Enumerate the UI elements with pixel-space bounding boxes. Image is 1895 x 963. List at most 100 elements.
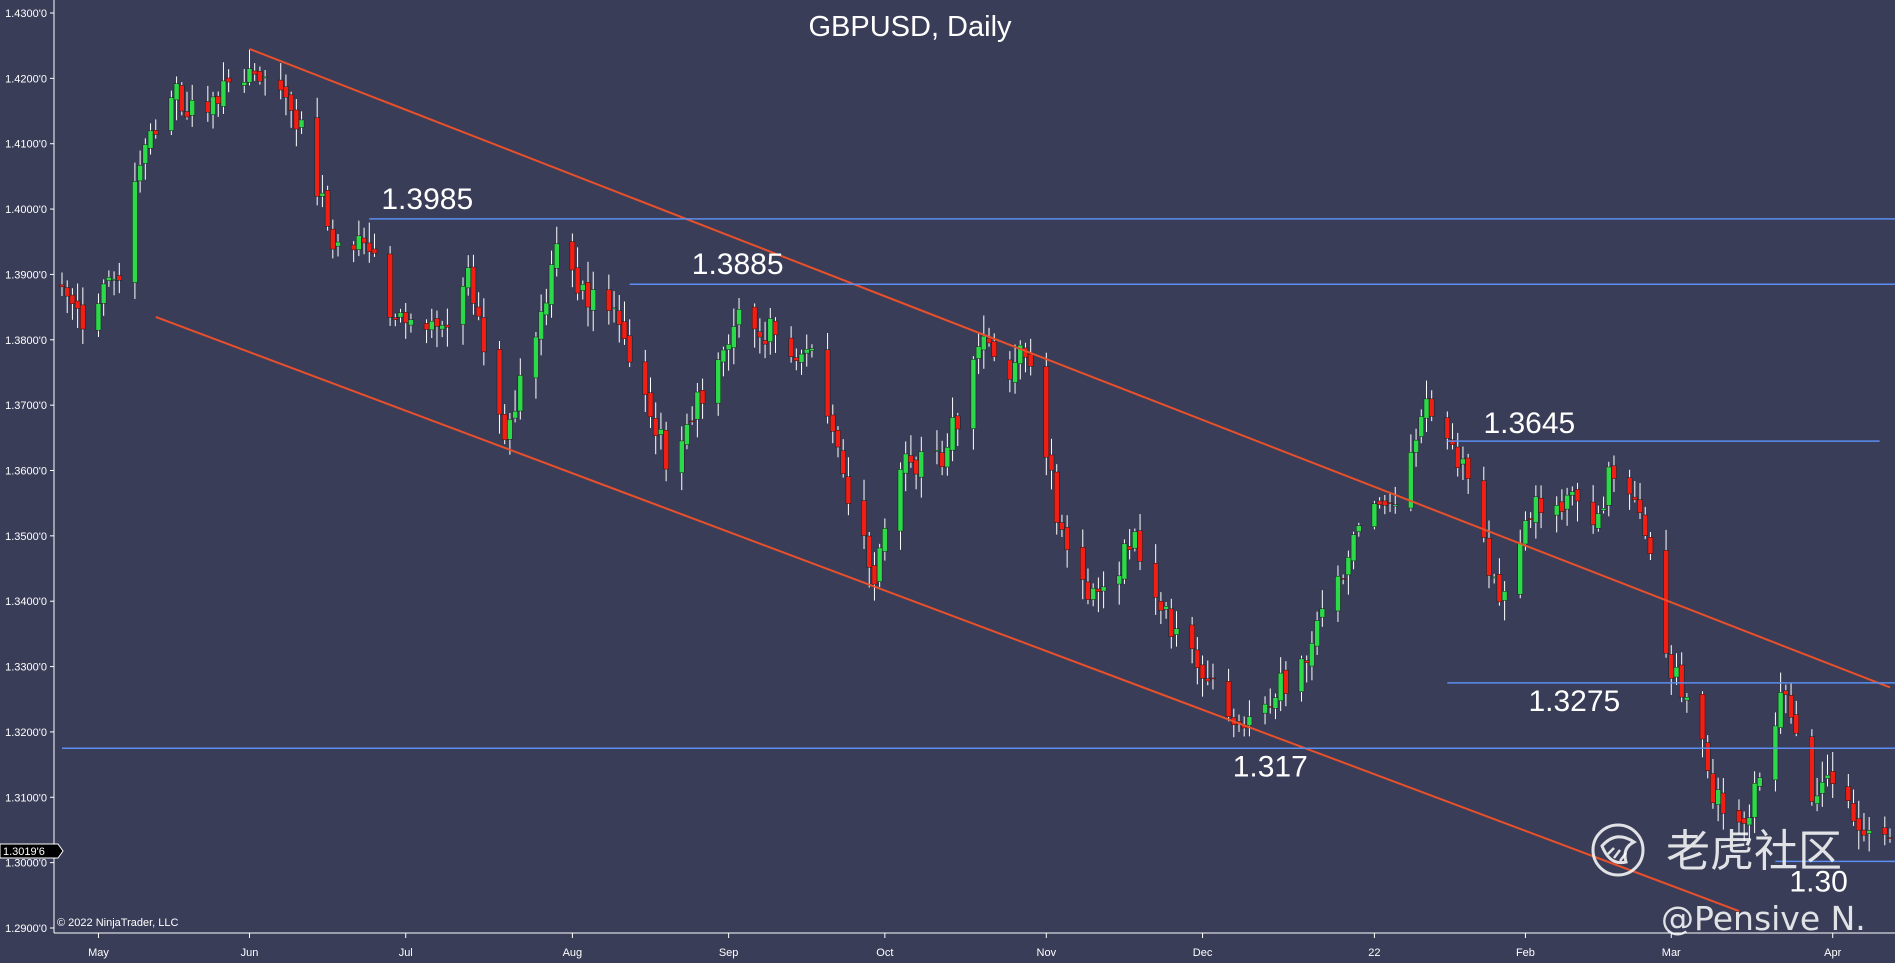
candles <box>59 49 1893 852</box>
candle-down <box>1783 690 1789 695</box>
candle-up <box>809 348 815 351</box>
candle-down <box>470 266 477 304</box>
candle-up <box>1866 830 1872 834</box>
level-label: 1.3985 <box>381 183 473 216</box>
candle-down <box>1225 681 1232 717</box>
candle-up <box>1163 606 1169 610</box>
candle-down <box>1210 677 1216 680</box>
x-tick-label: Oct <box>876 947 893 959</box>
candle-up <box>1392 504 1398 507</box>
y-tick-label: 1.4300'0 <box>5 8 47 20</box>
candle-up <box>1116 575 1122 585</box>
x-tick-label: 22 <box>1368 947 1380 959</box>
candle-down <box>1736 810 1742 823</box>
level-label: 1.3885 <box>692 248 784 281</box>
candle-up <box>1319 608 1326 618</box>
candle-up <box>731 326 737 348</box>
x-tick-label: Dec <box>1193 947 1213 959</box>
candle-down <box>434 318 440 327</box>
candle-down <box>845 476 852 504</box>
candle-up <box>1757 777 1763 787</box>
candle-up <box>694 391 701 420</box>
candle-down <box>1007 359 1013 380</box>
candle-down <box>1387 502 1393 504</box>
candle-up <box>970 359 977 430</box>
candle-down <box>1303 660 1310 663</box>
candle-up <box>1277 672 1284 702</box>
candle-down <box>225 77 232 83</box>
candle-up <box>262 76 268 79</box>
candle-up <box>1309 642 1315 667</box>
candle-down <box>205 101 211 113</box>
candle-down <box>1850 803 1857 822</box>
x-tick-label: Jun <box>241 947 259 959</box>
candle-up <box>767 318 774 343</box>
candle-down <box>762 340 768 345</box>
y-tick-label: 1.3600'0 <box>5 466 47 478</box>
candle-down <box>1382 500 1388 506</box>
candle-down <box>757 331 763 338</box>
candle-down <box>1027 353 1034 367</box>
candle-up <box>1090 587 1096 600</box>
candle-up <box>918 451 925 478</box>
candle-down <box>1538 497 1544 513</box>
candle-down <box>59 284 65 288</box>
candle-down <box>283 86 289 98</box>
candle-up <box>1173 628 1180 635</box>
candle-down <box>1064 527 1070 551</box>
candle-down <box>69 294 76 304</box>
candle-up <box>1132 531 1138 549</box>
lower-trend-line <box>155 315 1740 912</box>
candle-down <box>1095 588 1102 592</box>
candle-up <box>298 119 305 128</box>
candle-down <box>423 323 430 330</box>
candle-down <box>184 111 190 118</box>
x-tick-label: Aug <box>563 947 583 959</box>
candle-up <box>897 469 904 532</box>
candle-down <box>1637 499 1643 514</box>
candle-up <box>1600 508 1607 511</box>
x-tick-label: Mar <box>1662 947 1681 959</box>
candle-up <box>876 547 883 582</box>
candle-down <box>751 306 758 330</box>
candle-down <box>621 321 628 340</box>
candle-down <box>1678 664 1685 698</box>
candle-up <box>246 68 253 83</box>
candle-up <box>590 289 596 311</box>
candle-down <box>257 70 263 82</box>
candle-down <box>574 267 581 294</box>
candle-down <box>569 241 576 271</box>
candle-up <box>720 349 727 363</box>
candle-down <box>1741 818 1747 824</box>
candle-up <box>1418 416 1425 437</box>
level-label: 1.3645 <box>1483 407 1575 440</box>
candle-down <box>1085 581 1091 600</box>
candle-up <box>173 83 180 101</box>
candle-up <box>1335 575 1341 612</box>
candle-up <box>429 320 435 331</box>
candle-up <box>1684 697 1690 701</box>
candle-up <box>533 336 539 379</box>
candle-up <box>949 417 956 451</box>
candle-up <box>882 528 888 552</box>
candle-down <box>835 430 841 448</box>
candle-up <box>1460 458 1466 465</box>
y-tick-label: 1.3400'0 <box>5 596 47 608</box>
candle-up <box>1100 586 1107 592</box>
y-tick-label: 1.3700'0 <box>5 400 47 412</box>
candle-up <box>1772 725 1779 781</box>
candle-up <box>1814 795 1820 804</box>
candle-up <box>1413 439 1419 453</box>
candle-down <box>288 94 294 111</box>
candle-down <box>496 348 503 415</box>
candle-up <box>1246 716 1253 726</box>
candle-down <box>1611 465 1617 479</box>
candle-down <box>1845 786 1852 801</box>
candle-up <box>975 346 982 359</box>
candle-down <box>986 338 992 344</box>
axes <box>53 0 1895 934</box>
candle-down <box>1449 439 1456 445</box>
candle-down <box>913 459 919 475</box>
candle-down <box>80 304 86 330</box>
candle-up <box>1501 591 1508 601</box>
